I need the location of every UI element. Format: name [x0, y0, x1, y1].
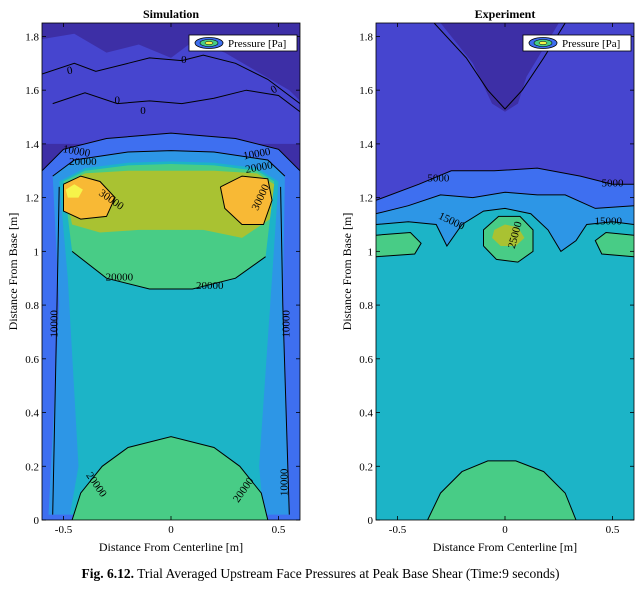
contour-line-1 — [42, 54, 300, 104]
contour-band-10 — [65, 184, 83, 198]
contour-line-2 — [52, 89, 300, 113]
chart-title: Experiment — [475, 7, 536, 21]
contour-band-11 — [72, 436, 268, 520]
legend-label: Pressure [Pa] — [228, 38, 286, 50]
contour-label: 5000 — [427, 172, 450, 184]
x-tick-label: -0.5 — [55, 524, 73, 536]
x-tick-label: 0 — [168, 524, 174, 536]
y-tick-label: 0 — [368, 515, 374, 527]
contour-label: 15000 — [594, 215, 622, 227]
contour-line-9 — [280, 186, 290, 515]
x-axis-label: Distance From Centerline [m] — [433, 540, 577, 554]
contour-label: 10000 — [278, 468, 290, 496]
y-tick-label: 1 — [368, 246, 374, 258]
y-tick-label: 1.2 — [25, 193, 39, 205]
caption-label: Fig. 6.12. — [81, 566, 134, 581]
y-tick-label: 1.6 — [25, 85, 39, 97]
y-tick-label: 0.2 — [359, 461, 373, 473]
y-axis-label: Distance From Base [m] — [6, 213, 20, 331]
contour-line-5 — [63, 175, 116, 220]
y-tick-label: 1.4 — [25, 139, 39, 151]
contour-line-4 — [52, 150, 286, 177]
y-tick-label: 1.8 — [25, 31, 39, 43]
y-tick-label: 1.8 — [359, 31, 373, 43]
contour-line-3 — [376, 191, 634, 215]
y-axis-label: Distance From Base [m] — [340, 213, 354, 331]
y-tick-label: 1.2 — [359, 193, 373, 205]
contour-line-8 — [427, 460, 577, 520]
figure-caption: Fig. 6.12. Trial Averaged Upstream Face … — [0, 566, 641, 582]
contour-line-6 — [594, 231, 634, 258]
contour-label: 5000 — [602, 178, 625, 190]
legend: Pressure [Pa] — [522, 34, 632, 52]
chart-title: Simulation — [143, 7, 199, 21]
contour-label: 0 — [140, 105, 146, 117]
contour-label: 0 — [269, 83, 280, 96]
contour-line-3 — [42, 132, 300, 172]
y-tick-label: 1 — [34, 246, 40, 258]
legend-swatch-core — [538, 41, 548, 45]
contour-band-6 — [376, 232, 422, 257]
y-tick-label: 0.4 — [359, 408, 373, 420]
contour-label: 10000 — [48, 310, 60, 338]
contour-label: 0 — [115, 94, 121, 106]
contour-label: 20000 — [196, 280, 224, 292]
contour-band-2 — [376, 23, 634, 201]
contour-label: 10000 — [281, 310, 293, 338]
contour-band-9 — [492, 224, 525, 246]
contour-line-6 — [219, 175, 273, 225]
contour-line-2 — [376, 167, 634, 201]
x-axis-label: Distance From Centerline [m] — [99, 540, 243, 554]
contour-band-7 — [595, 232, 634, 257]
x-tick-label: 0 — [502, 524, 508, 536]
caption-text: Trial Averaged Upstream Face Pressures a… — [137, 566, 560, 581]
x-tick-label: 0.5 — [606, 524, 620, 536]
contour-label: 0 — [181, 54, 187, 66]
y-tick-label: 0.6 — [25, 354, 39, 366]
contour-band-10 — [427, 460, 576, 520]
contour-band-2 — [42, 33, 300, 144]
y-tick-label: 1.4 — [359, 139, 373, 151]
contour-line-7 — [483, 215, 534, 263]
contour-label: 20000 — [106, 272, 134, 284]
contour-line-10 — [71, 436, 269, 520]
x-tick-label: 0.5 — [272, 524, 286, 536]
contour-band-9 — [220, 176, 272, 225]
contour-band-5 — [376, 208, 634, 520]
legend: Pressure [Pa] — [188, 34, 298, 52]
contour-label: 10000 — [242, 146, 272, 163]
y-tick-label: 0.2 — [25, 461, 39, 473]
contour-label: 20000 — [69, 156, 97, 168]
contour-line-1 — [433, 23, 566, 110]
contour-line-5 — [376, 231, 422, 258]
y-tick-label: 0 — [34, 515, 40, 527]
legend-swatch-core — [204, 41, 214, 45]
y-tick-label: 0.6 — [359, 354, 373, 366]
x-tick-label: -0.5 — [389, 524, 407, 536]
contour-line-4 — [376, 207, 634, 253]
legend-label: Pressure [Pa] — [562, 38, 620, 50]
y-tick-label: 0.4 — [25, 408, 39, 420]
y-tick-label: 0.8 — [25, 300, 39, 312]
y-tick-label: 1.6 — [359, 85, 373, 97]
y-tick-label: 0.8 — [359, 300, 373, 312]
contour-label: 10000 — [62, 143, 92, 160]
contour-line-8 — [52, 186, 60, 515]
contour-line-7 — [71, 251, 266, 290]
contour-label: 0 — [66, 64, 74, 77]
contour-label: 20000 — [244, 159, 274, 176]
